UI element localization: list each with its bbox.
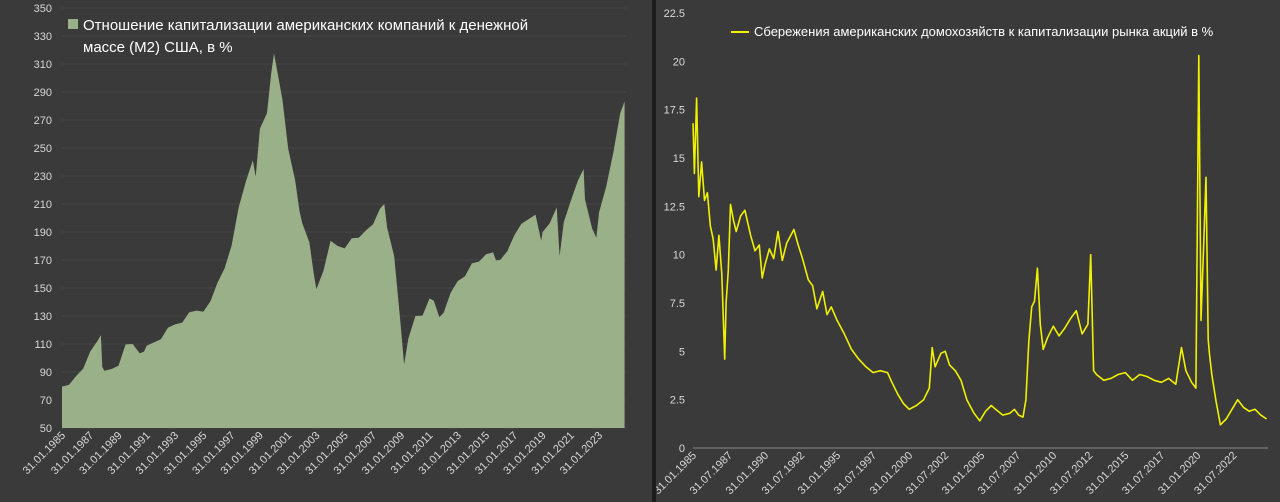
y-tick-label: 5	[679, 346, 685, 358]
y-tick-label: 270	[34, 115, 52, 127]
y-tick-label: 7.5	[670, 298, 685, 310]
savings-to-market-cap-line	[692, 54, 1268, 426]
y-tick-label: 110	[34, 339, 52, 351]
y-tick-label: 130	[34, 311, 52, 323]
y-tick-label: 150	[34, 283, 52, 295]
y-tick-label: 330	[34, 31, 52, 43]
y-tick-label: 2.5	[670, 395, 685, 407]
x-axis: 31.01.198531.01.198731.01.198931.01.1991…	[21, 430, 606, 477]
y-tick-label: 15	[673, 153, 685, 165]
savings-to-market-cap-chart: 0 2.5 5 7.5 10 12.5 15 17.5 20 22.5 31.01.198531.…	[656, 8, 1268, 497]
market-cap-to-m2-area	[62, 53, 625, 429]
y-tick-label: 0	[679, 443, 685, 455]
y-tick-label: 230	[34, 171, 52, 183]
y-tick-label: 70	[40, 395, 52, 407]
y-tick-label: 20	[673, 56, 685, 68]
y-tick-label: 170	[34, 255, 52, 267]
y-tick-label: 290	[34, 87, 52, 99]
y-tick-label: 22.5	[664, 8, 685, 20]
y-axis: 0 2.5 5 7.5 10 12.5 15 17.5 20 22.5	[664, 8, 685, 455]
y-tick-label: 310	[34, 59, 52, 71]
y-tick-label: 190	[34, 227, 52, 239]
chart-panel-savings-to-market-cap: 0 2.5 5 7.5 10 12.5 15 17.5 20 22.5 31.01.1985 31.…	[656, 0, 1280, 502]
legend-label-line-2: массе (M2) США, в %	[83, 39, 233, 56]
y-tick-label: 210	[34, 199, 52, 211]
legend-label: Сбережения американских домохозяйств к к…	[754, 24, 1214, 39]
legend-swatch	[68, 19, 78, 29]
chart-legend: Сбережения американских домохозяйств к к…	[731, 24, 1214, 39]
y-tick-label: 17.5	[664, 105, 685, 117]
chart-legend: Отношение капитализации американских ком…	[68, 17, 528, 56]
chart-panel-market-cap-to-m2: 50 70 90 110 130 150 170 190 210 230 250 270 290 310 3…	[0, 0, 652, 502]
y-tick-label: 90	[40, 367, 52, 379]
y-tick-label: 50	[40, 423, 52, 435]
x-axis: 31.01.198531.07.198731.01.199031.07.1992…	[656, 450, 1240, 497]
market-cap-to-m2-chart: 50 70 90 110 130 150 170 190 210 230 250 270 290 310 3…	[21, 3, 626, 477]
y-tick-label: 350	[34, 3, 52, 15]
y-axis: 50 70 90 110 130 150 170 190 210 230 250 270 290 310 3…	[34, 3, 52, 435]
legend-label-line-1: Отношение капитализации американских ком…	[83, 17, 528, 34]
y-tick-label: 10	[673, 250, 685, 262]
y-tick-label: 12.5	[664, 201, 685, 213]
y-tick-label: 250	[34, 143, 52, 155]
